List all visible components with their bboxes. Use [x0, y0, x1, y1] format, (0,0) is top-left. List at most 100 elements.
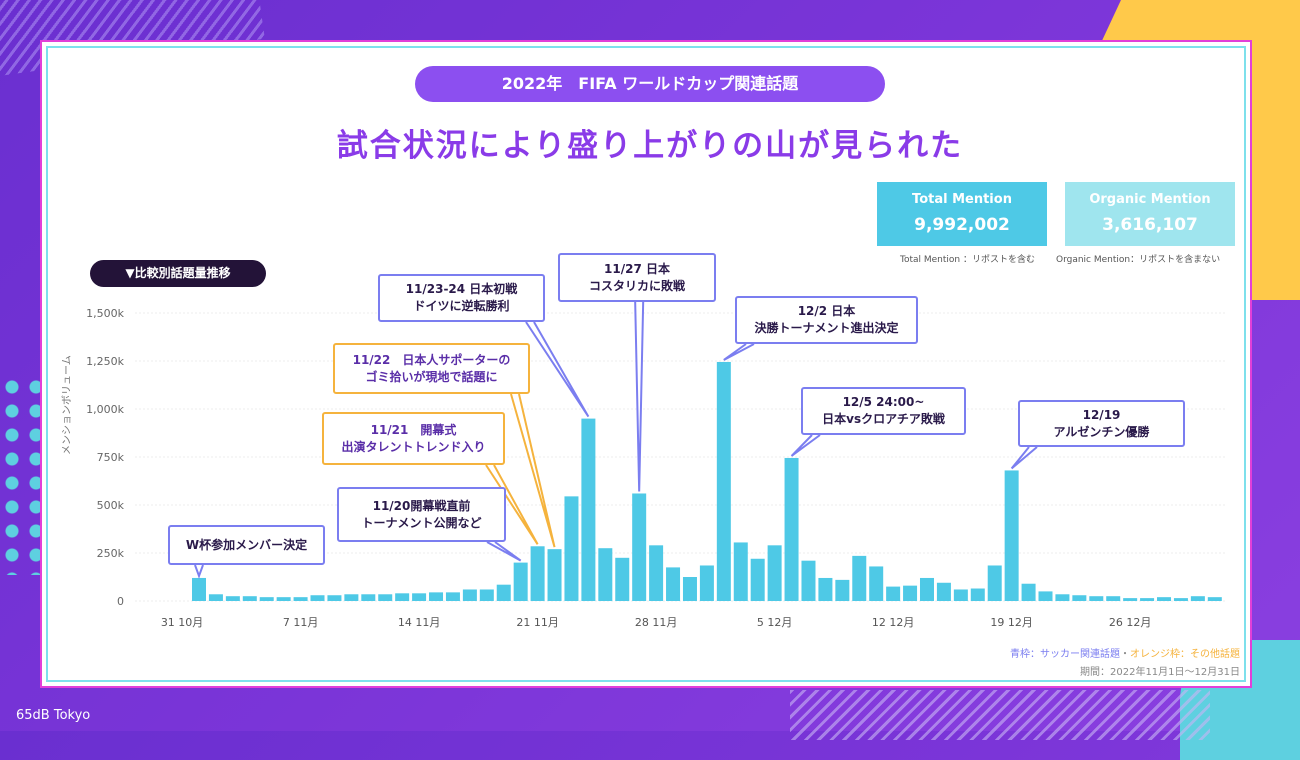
bar — [192, 577, 206, 601]
y-tick-label: 0 — [117, 595, 124, 608]
callout: 11/23-24 日本初戦 ドイツに逆転勝利 — [378, 274, 545, 322]
bar — [903, 585, 918, 601]
y-tick-label: 1,000k — [86, 403, 124, 416]
total-mention-label: Total Mention — [912, 192, 1012, 207]
callout-line: 11/27 日本 — [604, 261, 670, 276]
callout-line: 日本vsクロアチア敗戦 — [822, 412, 945, 426]
callout-line: W杯参加メンバー決定 — [185, 537, 308, 552]
callout: W杯参加メンバー決定 — [168, 525, 325, 565]
bar — [767, 545, 782, 601]
bar — [276, 597, 291, 601]
organic-mention-value: 3,616,107 — [1102, 215, 1198, 235]
callout-line: 12/5 24:00~ — [842, 395, 925, 409]
legend-soccer: 青枠：サッカー関連話題 — [1010, 649, 1120, 660]
bar — [649, 545, 664, 601]
total-mention-box: Total Mention 9,992,002 — [877, 182, 1047, 246]
bar — [344, 594, 359, 601]
callout-line: 12/2 日本 — [797, 304, 856, 318]
bar — [598, 548, 613, 601]
bar — [1072, 595, 1087, 601]
bar — [987, 565, 1002, 601]
bar — [1106, 596, 1121, 601]
callout-pointer — [723, 343, 755, 361]
callout-line: 11/21 開幕式 — [370, 422, 457, 437]
callout: 11/21 開幕式出演タレントトレンド入り — [322, 412, 505, 465]
y-tick-label: 1,500k — [86, 307, 124, 320]
callout: 12/2 日本 決勝トーナメント進出決定 — [735, 296, 918, 344]
x-tick-label: 26 12月 — [1109, 616, 1152, 629]
bar — [395, 593, 410, 601]
bar — [496, 584, 511, 601]
bar — [327, 595, 342, 601]
callout: 11/27 日本 コスタリカに敗戦 — [558, 253, 716, 302]
period: 期間：2022年11月1日～12月31日 — [1080, 667, 1240, 678]
bar — [818, 577, 833, 601]
bar — [699, 565, 714, 601]
bar — [784, 457, 799, 601]
bar — [429, 592, 444, 601]
callout: 12/19 アルゼンチン優勝 — [1018, 400, 1185, 447]
headline: 試合状況により盛り上がりの山が見られた — [336, 128, 964, 164]
y-tick-label: 500k — [97, 499, 125, 512]
callout-pointer — [194, 564, 204, 579]
organic-mention-box: Organic Mention 3,616,107 — [1065, 182, 1235, 246]
bar — [513, 562, 528, 601]
bar — [970, 588, 985, 601]
bar — [1055, 594, 1070, 601]
callout-pointer — [510, 393, 556, 548]
callout-line: 12/19 — [1082, 407, 1121, 422]
x-tick-label: 19 12月 — [990, 616, 1033, 629]
y-tick-label: 250k — [97, 547, 125, 560]
bar — [852, 555, 867, 601]
bar — [919, 577, 934, 601]
x-tick-label: 31 10月 — [161, 616, 204, 629]
bar — [412, 593, 427, 601]
bar — [750, 558, 765, 601]
bar — [564, 496, 579, 601]
total-mention-value: 9,992,002 — [914, 215, 1010, 235]
callout-line: コスタリカに敗戦 — [588, 278, 685, 293]
brand: 65dB Tokyo — [16, 708, 91, 723]
callout-pointer — [486, 541, 522, 562]
callout-pointer — [790, 434, 821, 457]
y-tick-label: 750k — [97, 451, 125, 464]
bar — [953, 589, 968, 601]
bar — [886, 586, 901, 601]
bar — [682, 577, 697, 601]
bar — [1207, 597, 1222, 601]
section-label: ▼比較別話題量推移 — [90, 260, 266, 287]
bar — [1173, 598, 1188, 601]
legend: 青枠：サッカー関連話題・オレンジ枠：その他話題 — [1010, 645, 1240, 660]
legend-sep: ・ — [1120, 649, 1130, 660]
callout-line: 11/22 日本人サポーターの — [352, 352, 511, 367]
callout: 12/5 24:00~ 日本vsクロアチア敗戦 — [801, 387, 966, 435]
bar — [530, 546, 545, 601]
topic-pill: 2022年 FIFA ワールドカップ関連話題 — [415, 66, 885, 102]
y-tick-label: 1,250k — [86, 355, 124, 368]
bar — [1038, 591, 1053, 601]
x-tick-label: 5 12月 — [757, 616, 793, 629]
callout-line: トーナメント公開など — [361, 515, 482, 530]
x-tick-label: 21 11月 — [516, 616, 559, 629]
bar — [445, 592, 460, 601]
bar — [259, 597, 274, 601]
callout-line: 出演タレントトレンド入り — [341, 439, 486, 454]
callout: 11/22 日本人サポーターの ゴミ拾いが現地で話題に — [333, 343, 530, 394]
bar — [293, 597, 308, 601]
organic-note: Organic Mention：リポストを含まない — [1056, 255, 1221, 265]
bar — [632, 493, 647, 601]
bar — [1157, 597, 1172, 601]
callout-line: ドイツに逆転勝利 — [413, 299, 510, 313]
bar — [835, 579, 850, 601]
bar — [242, 596, 257, 601]
bar — [801, 560, 816, 601]
bar — [936, 582, 951, 601]
bar — [1004, 470, 1019, 601]
bar — [581, 418, 596, 601]
bar — [547, 549, 562, 601]
callout-line: アルゼンチン優勝 — [1053, 424, 1150, 439]
callout-line: 11/20開幕戦直前 — [372, 498, 471, 513]
callout-pointer — [634, 301, 645, 492]
bar — [361, 594, 376, 601]
x-tick-label: 14 11月 — [398, 616, 441, 629]
